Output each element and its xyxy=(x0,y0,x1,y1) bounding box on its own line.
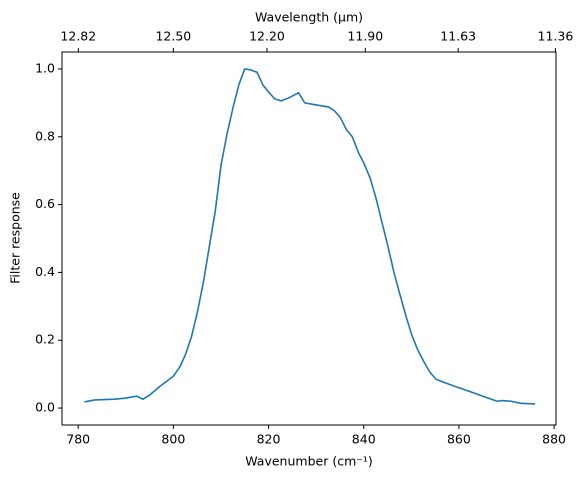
y-axis-label: Filter response xyxy=(8,192,23,284)
x-tick-label: 780 xyxy=(66,432,90,447)
x2-axis-label: Wavelength (μm) xyxy=(255,10,363,25)
x2-tick-label: 11.90 xyxy=(347,29,383,44)
data-line xyxy=(84,68,536,405)
x2-tick-label: 12.20 xyxy=(249,29,285,44)
y-tick-label: 0.4 xyxy=(35,264,55,279)
y-tick-label: 0.0 xyxy=(35,400,55,415)
x-tick-label: 820 xyxy=(257,432,281,447)
x-tick-label: 840 xyxy=(352,432,376,447)
x-tick-label: 800 xyxy=(161,432,185,447)
y-tick-label: 0.2 xyxy=(35,332,55,347)
y-tick-label: 1.0 xyxy=(35,60,55,75)
x-tick-label: 880 xyxy=(542,432,566,447)
y-tick-label: 0.8 xyxy=(35,128,55,143)
x2-tick-label: 12.82 xyxy=(60,29,96,44)
y-tick-label: 0.6 xyxy=(35,196,55,211)
x-axis-label: Wavenumber (cm⁻¹) xyxy=(245,454,372,469)
x2-tick-label: 11.36 xyxy=(538,29,574,44)
x2-tick-label: 12.50 xyxy=(155,29,191,44)
plot-frame xyxy=(61,51,557,426)
x-tick-label: 860 xyxy=(447,432,471,447)
x2-tick-label: 11.63 xyxy=(440,29,476,44)
